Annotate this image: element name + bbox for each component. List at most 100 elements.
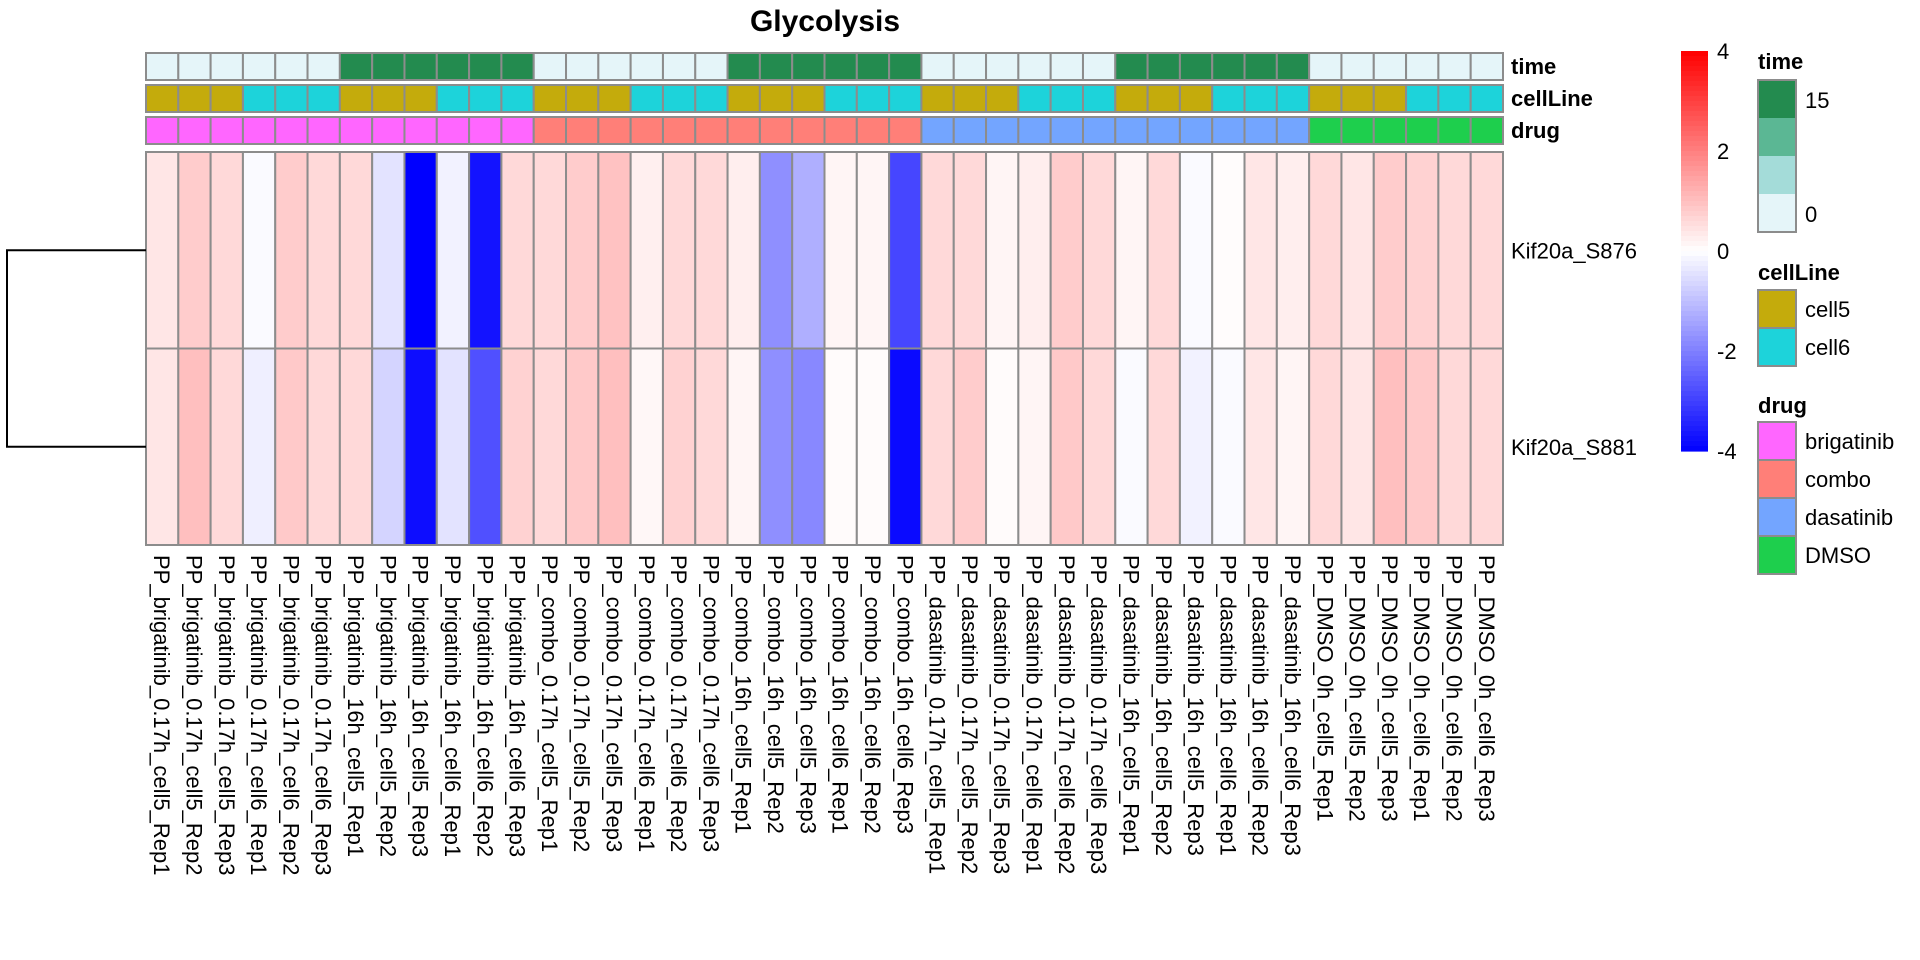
annotation-cell-drug bbox=[661, 116, 697, 145]
heatmap-cell bbox=[661, 347, 697, 546]
annotation-cell-cellline bbox=[629, 84, 664, 113]
heatmap-cell bbox=[1275, 151, 1311, 350]
heatmap-cells bbox=[145, 151, 1504, 546]
colorbar-segment bbox=[1681, 351, 1708, 357]
annotation-cell-drug bbox=[726, 116, 761, 145]
heatmap-cell bbox=[532, 151, 568, 350]
heatmap-cell bbox=[1146, 151, 1181, 350]
heatmap-cell bbox=[1275, 347, 1311, 546]
annotation-cell-cellline bbox=[1469, 84, 1504, 113]
colorbar-segment bbox=[1681, 291, 1708, 297]
colorbar-segment bbox=[1681, 176, 1708, 182]
column-label: PP_combo_0.17h_cell5_Rep3 bbox=[601, 555, 626, 852]
annotation-cell-time bbox=[920, 52, 955, 81]
heatmap-cell bbox=[1081, 347, 1117, 546]
column-label: PP_combo_16h_cell5_Rep3 bbox=[795, 555, 820, 834]
colorbar-segment bbox=[1681, 191, 1708, 197]
colorbar-segment bbox=[1681, 166, 1708, 172]
annotation-cell-time bbox=[985, 52, 1020, 81]
drug-legend-swatch bbox=[1757, 535, 1797, 575]
annotation-cell-drug bbox=[209, 116, 244, 145]
annotation-cell-cellline bbox=[823, 84, 858, 113]
annotation-cell-time bbox=[306, 52, 341, 81]
heatmap-cell bbox=[1178, 347, 1214, 546]
colorbar-segment bbox=[1681, 91, 1708, 97]
annotation-cell-drug bbox=[597, 116, 632, 145]
heatmap-cell bbox=[241, 347, 277, 546]
heatmap-cell bbox=[1243, 151, 1278, 350]
column-label: PP_combo_0.17h_cell6_Rep3 bbox=[698, 555, 723, 852]
annotation-cell-drug bbox=[791, 116, 826, 145]
heatmap-cell bbox=[435, 151, 471, 350]
annotation-cell-drug bbox=[1243, 116, 1278, 145]
drug-legend-swatch bbox=[1757, 421, 1797, 461]
heatmap-cell bbox=[532, 347, 568, 546]
colorbar-segment bbox=[1681, 131, 1708, 137]
colorbar-segment bbox=[1681, 51, 1708, 57]
colorbar-segment bbox=[1681, 156, 1708, 162]
annotation-cell-cellline bbox=[1211, 84, 1246, 113]
annotation-cell-cellline bbox=[1308, 84, 1343, 113]
annotation-cell-cellline bbox=[597, 84, 632, 113]
row-label: Kif20a_S876 bbox=[1511, 238, 1637, 263]
colorbar-segment bbox=[1681, 416, 1708, 422]
colorbar-segment bbox=[1681, 341, 1708, 347]
heatmap-cell bbox=[209, 151, 244, 350]
heatmap-cell bbox=[661, 151, 697, 350]
heatmap-cell bbox=[920, 151, 955, 350]
annotation-cell-drug bbox=[985, 116, 1020, 145]
colorbar-segment bbox=[1681, 206, 1708, 212]
heatmap-cell bbox=[758, 347, 794, 546]
heatmap-cell bbox=[1114, 347, 1149, 546]
column-label: PP_DMSO_0h_cell6_Rep2 bbox=[1442, 555, 1467, 822]
colorbar-segment bbox=[1681, 216, 1708, 222]
colorbar-segment bbox=[1681, 146, 1708, 152]
colorbar-segment bbox=[1681, 61, 1708, 67]
annotation-cell-drug bbox=[274, 116, 309, 145]
annotation-cell-drug bbox=[145, 116, 180, 145]
heatmap-cell bbox=[823, 347, 858, 546]
annotation-cell-time bbox=[888, 52, 923, 81]
heatmap-cell bbox=[177, 347, 212, 546]
annotation-cell-time bbox=[661, 52, 697, 81]
column-label: PP_brigatinib_0.17h_cell6_Rep1 bbox=[246, 555, 271, 875]
annotation-cell-cellline bbox=[241, 84, 277, 113]
time-legend-max: 15 bbox=[1805, 88, 1829, 113]
annotation-cell-time bbox=[1469, 52, 1504, 81]
heatmap-cell bbox=[274, 151, 309, 350]
column-label: PP_brigatinib_16h_cell5_Rep3 bbox=[408, 555, 433, 857]
heatmap-cell bbox=[888, 347, 923, 546]
heatmap-cell bbox=[694, 347, 729, 546]
heatmap-cell bbox=[1405, 151, 1440, 350]
heatmap-cell bbox=[597, 151, 632, 350]
heatmap-cell bbox=[823, 151, 858, 350]
colorbar-segment bbox=[1681, 76, 1708, 82]
annotation-cell-time bbox=[1017, 52, 1052, 81]
colorbar-segment bbox=[1681, 401, 1708, 407]
heatmap-cell bbox=[403, 151, 438, 350]
cellline-legend-label: cell6 bbox=[1805, 335, 1850, 360]
heatmap-cell bbox=[1049, 151, 1084, 350]
annotation-cell-time bbox=[791, 52, 826, 81]
colorbar-segment bbox=[1681, 201, 1708, 207]
heatmap-cell bbox=[985, 151, 1020, 350]
chart-title: Glycolysis bbox=[750, 5, 900, 38]
annotation-cell-time bbox=[1178, 52, 1214, 81]
column-label: PP_DMSO_0h_cell5_Rep1 bbox=[1312, 555, 1337, 822]
annotation-cell-time bbox=[274, 52, 309, 81]
cellline-legend-swatch bbox=[1757, 327, 1797, 367]
heatmap-cell bbox=[758, 151, 794, 350]
annotation-cell-time bbox=[1275, 52, 1311, 81]
colorbar-segment bbox=[1681, 226, 1708, 232]
heatmap-cell bbox=[1211, 151, 1246, 350]
annotation-cell-drug bbox=[1178, 116, 1214, 145]
column-label: PP_dasatinib_0.17h_cell5_Rep3 bbox=[989, 555, 1014, 874]
annotation-cell-time bbox=[1437, 52, 1472, 81]
heatmap-cell bbox=[274, 347, 309, 546]
annotation-cell-drug bbox=[241, 116, 277, 145]
annotation-cell-cellline bbox=[403, 84, 438, 113]
heatmap-cell bbox=[145, 151, 180, 350]
colorbar-segment bbox=[1681, 161, 1708, 167]
colorbar-segment bbox=[1681, 136, 1708, 142]
